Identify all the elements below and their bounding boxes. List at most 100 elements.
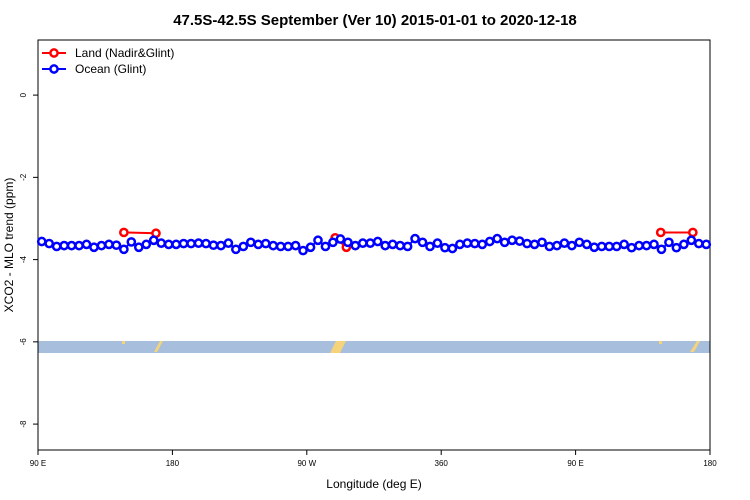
data-point — [357, 238, 368, 248]
data-point — [462, 238, 473, 248]
data-point — [156, 238, 167, 248]
data-point — [313, 235, 323, 246]
data-point — [619, 239, 629, 250]
data-point — [417, 237, 428, 248]
data-point — [275, 241, 286, 252]
data-point — [410, 233, 420, 244]
data-point — [51, 241, 62, 252]
data-point — [201, 238, 211, 249]
data-point — [687, 227, 698, 238]
y-tick-label: 0 — [19, 92, 28, 97]
data-point — [559, 238, 570, 248]
data-point — [574, 237, 585, 248]
data-point — [655, 227, 666, 238]
y-tick-label: -2 — [19, 173, 28, 181]
x-tick-label: 360 — [435, 459, 449, 468]
data-point — [552, 240, 562, 251]
data-point — [268, 240, 279, 251]
data-point — [335, 234, 346, 244]
legend-marker — [49, 48, 59, 58]
data-point — [656, 244, 667, 255]
data-point — [626, 242, 637, 253]
data-point — [283, 241, 293, 252]
y-tick-label: -4 — [19, 255, 28, 263]
chart-title: 47.5S-42.5S September (Ver 10) 2015-01-0… — [173, 12, 577, 29]
data-point — [44, 238, 55, 249]
data-point — [238, 241, 249, 252]
map-strip — [38, 341, 710, 353]
data-point — [290, 240, 301, 251]
data-point — [74, 240, 84, 251]
data-point — [664, 237, 674, 248]
x-tick-label: 180 — [703, 459, 717, 468]
data-point — [163, 239, 174, 250]
data-point — [499, 237, 510, 248]
data-point — [104, 239, 114, 250]
data-point — [298, 245, 308, 256]
data-point — [469, 238, 480, 249]
data-point — [59, 240, 69, 251]
data-point — [141, 239, 152, 250]
data-point — [440, 242, 450, 253]
data-point — [544, 241, 555, 252]
data-point — [604, 241, 615, 252]
data-point — [596, 241, 607, 252]
data-point — [216, 240, 226, 251]
x-tick-label: 180 — [166, 459, 180, 468]
data-point — [641, 240, 652, 251]
data-point — [305, 242, 316, 253]
data-point — [253, 239, 264, 250]
data-point — [96, 240, 107, 251]
data-point — [119, 227, 129, 238]
data-point — [455, 239, 465, 250]
data-point — [484, 236, 495, 247]
data-point — [380, 240, 391, 251]
data-point — [507, 235, 517, 246]
data-point — [514, 236, 525, 246]
data-point — [701, 239, 712, 250]
data-point — [649, 239, 659, 250]
data-point — [387, 239, 398, 250]
data-point — [372, 236, 383, 247]
data-point — [581, 239, 592, 250]
data-point — [477, 239, 488, 250]
data-point — [634, 240, 644, 251]
legend-marker — [49, 64, 59, 74]
data-point — [343, 237, 353, 248]
data-point — [231, 244, 241, 255]
data-point — [425, 241, 435, 252]
x-axis-label: Longitude (deg E) — [326, 477, 421, 491]
data-point — [611, 241, 622, 252]
data-point — [89, 242, 99, 253]
data-point — [111, 240, 122, 251]
data-point — [365, 238, 376, 248]
data-point — [432, 238, 443, 248]
data-point — [328, 237, 338, 248]
data-point — [686, 235, 697, 246]
x-tick-label: 90 W — [297, 459, 316, 468]
data-point — [178, 238, 189, 249]
data-point — [193, 238, 204, 248]
data-point — [133, 242, 144, 253]
y-tick-label: -8 — [19, 420, 28, 428]
data-point — [66, 240, 77, 251]
data-point — [522, 238, 532, 249]
data-point — [402, 241, 413, 252]
data-point — [223, 238, 234, 248]
data-point — [679, 239, 689, 250]
data-point — [350, 240, 361, 251]
data-point — [693, 238, 704, 249]
data-point — [148, 235, 159, 246]
data-point — [171, 239, 181, 250]
data-point — [320, 241, 331, 252]
data-point — [186, 238, 196, 249]
data-point — [81, 239, 92, 250]
data-point — [492, 233, 503, 244]
data-point — [671, 242, 682, 253]
data-point — [36, 236, 47, 247]
data-point — [126, 237, 137, 247]
data-point — [447, 243, 458, 254]
y-axis-label: XCO2 - MLO trend (ppm) — [2, 178, 16, 313]
data-point — [208, 240, 219, 251]
